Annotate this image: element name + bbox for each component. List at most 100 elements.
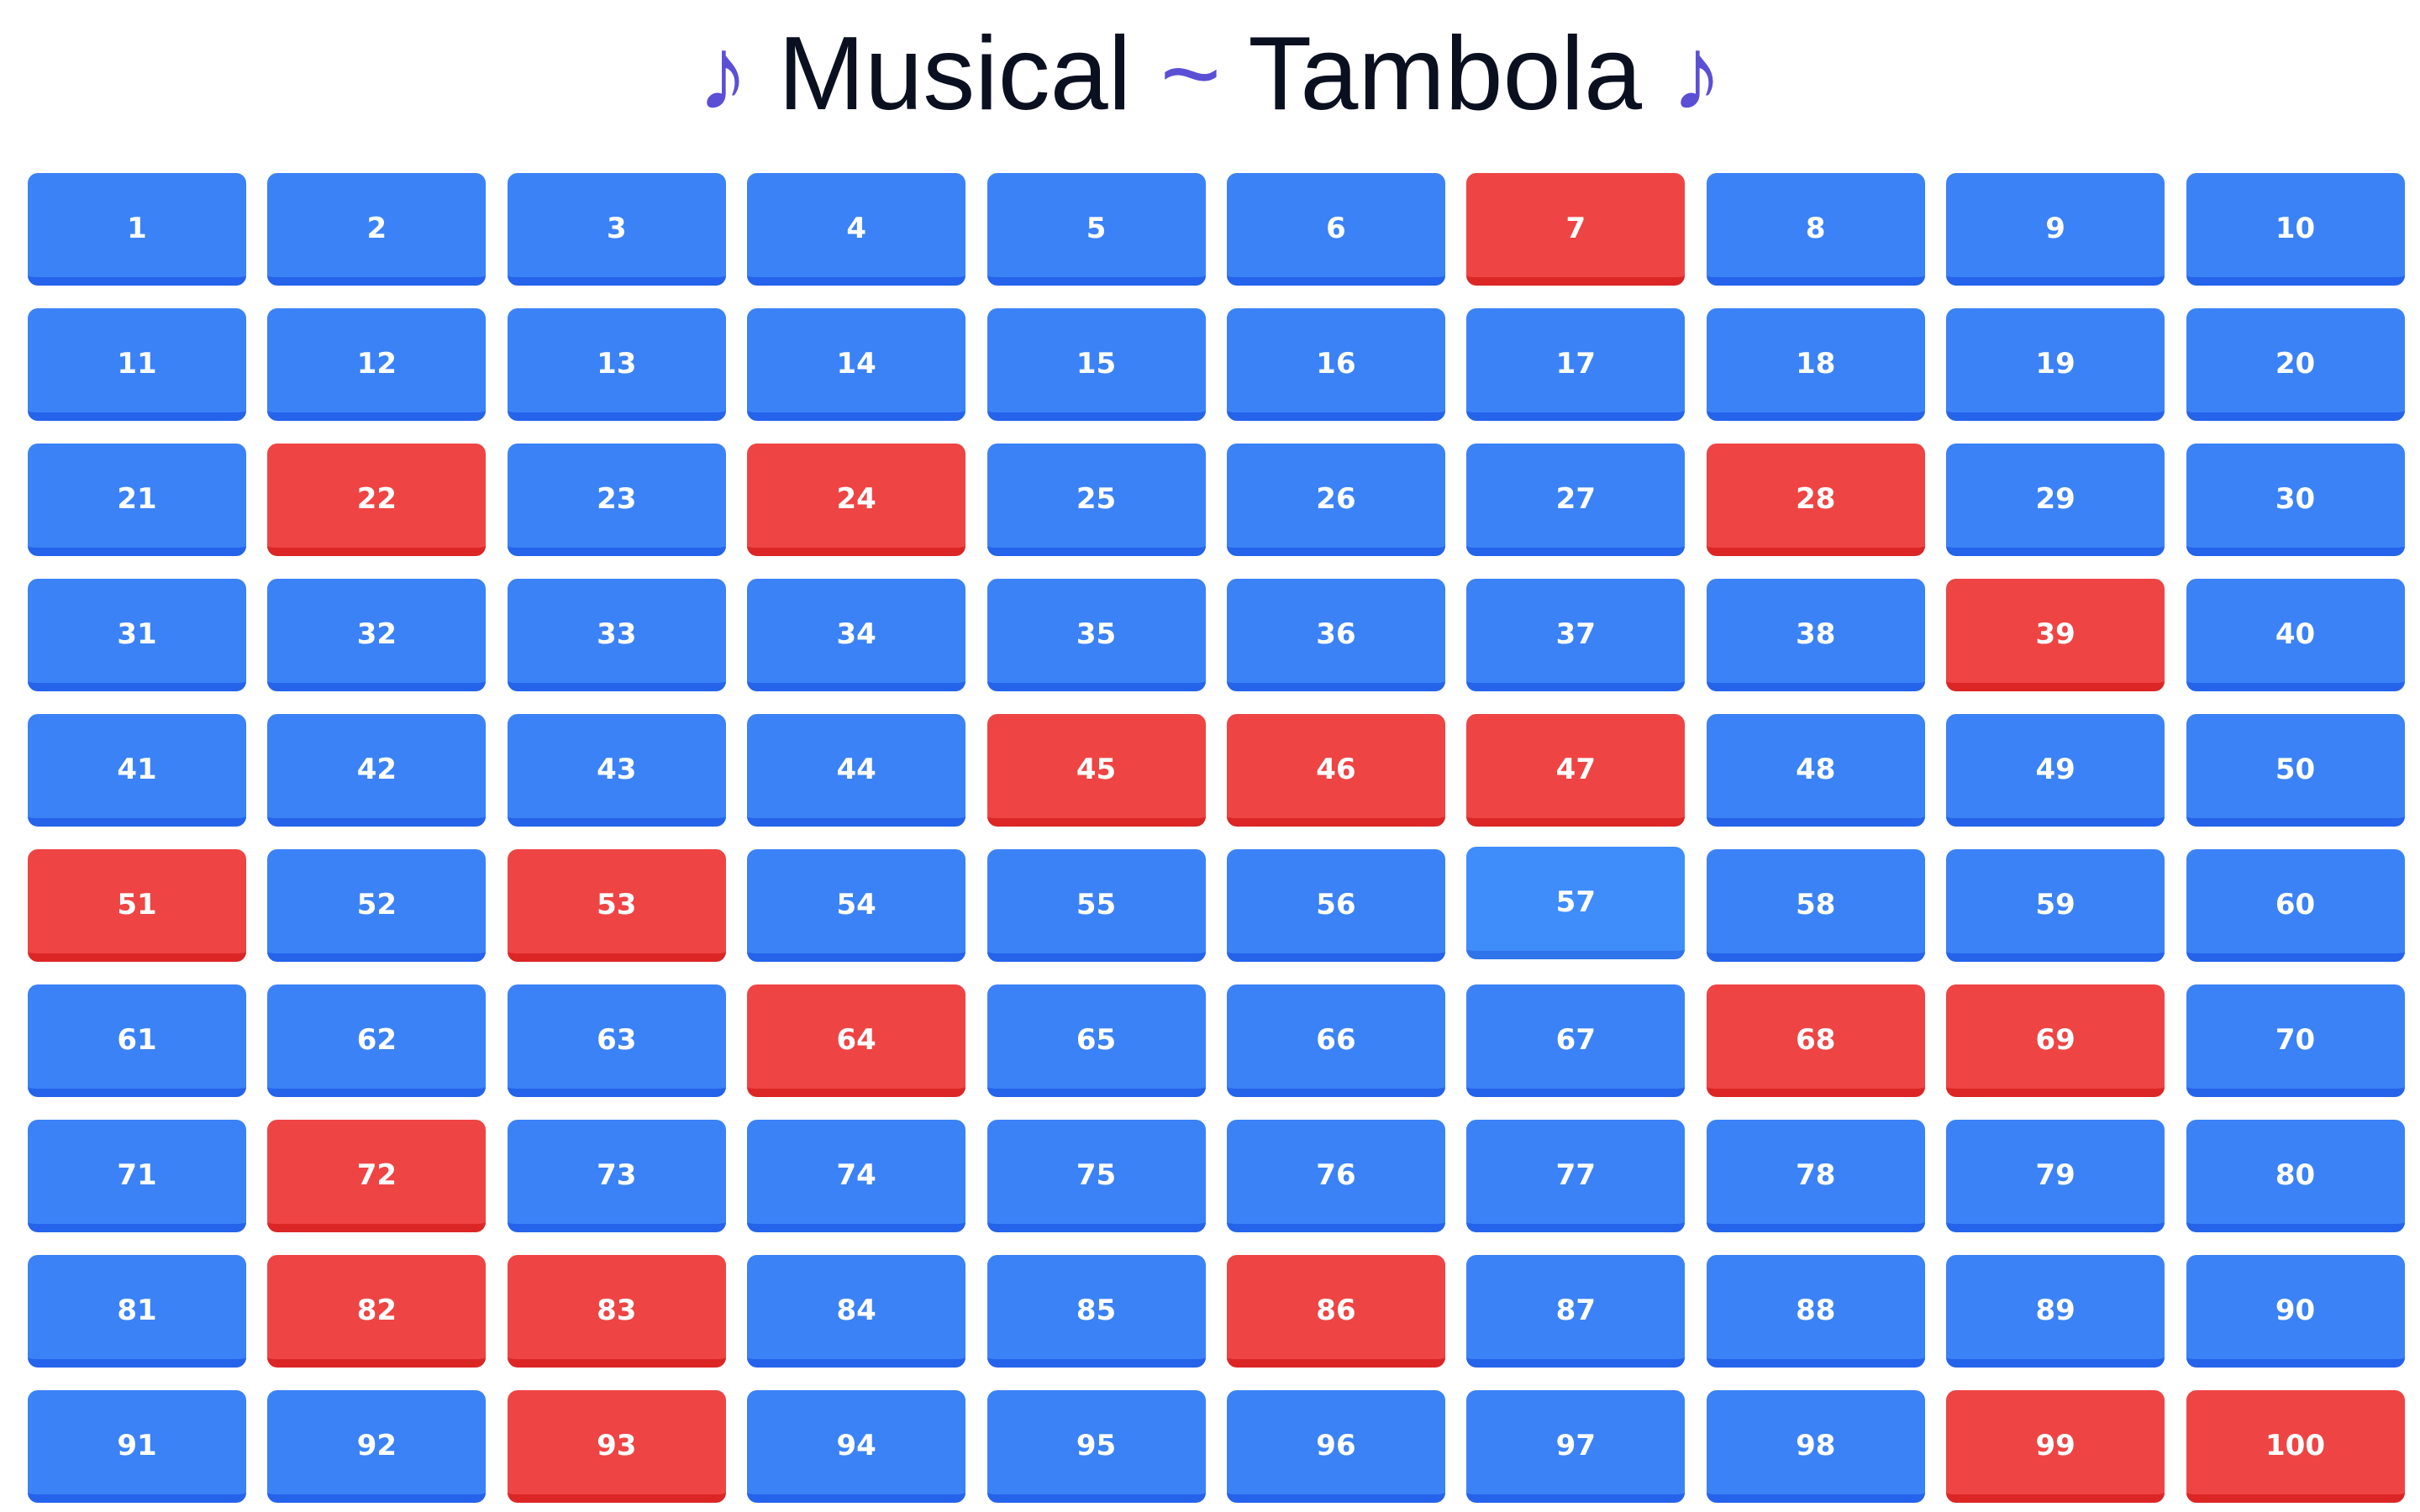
- number-cell-26[interactable]: 26: [1226, 444, 1445, 556]
- number-cell-34[interactable]: 34: [747, 579, 966, 691]
- number-cell-60[interactable]: 60: [2186, 849, 2405, 962]
- number-cell-21[interactable]: 21: [28, 444, 246, 556]
- number-cell-18[interactable]: 18: [1706, 308, 1925, 421]
- number-cell-76[interactable]: 76: [1226, 1120, 1445, 1232]
- number-cell-28[interactable]: 28: [1706, 444, 1925, 556]
- number-cell-56[interactable]: 56: [1226, 849, 1445, 962]
- number-cell-10[interactable]: 10: [2186, 173, 2405, 286]
- number-cell-37[interactable]: 37: [1466, 579, 1686, 691]
- number-cell-32[interactable]: 32: [267, 579, 487, 691]
- number-cell-33[interactable]: 33: [507, 579, 726, 691]
- number-cell-41[interactable]: 41: [28, 714, 246, 827]
- number-cell-2[interactable]: 2: [267, 173, 487, 286]
- number-cell-97[interactable]: 97: [1466, 1390, 1686, 1503]
- number-cell-88[interactable]: 88: [1706, 1255, 1925, 1368]
- number-cell-69[interactable]: 69: [1946, 984, 2165, 1097]
- number-cell-12[interactable]: 12: [267, 308, 487, 421]
- number-cell-66[interactable]: 66: [1226, 984, 1445, 1097]
- number-cell-47[interactable]: 47: [1466, 714, 1686, 827]
- number-cell-6[interactable]: 6: [1226, 173, 1445, 286]
- number-cell-23[interactable]: 23: [507, 444, 726, 556]
- number-cell-4[interactable]: 4: [747, 173, 966, 286]
- number-cell-94[interactable]: 94: [747, 1390, 966, 1503]
- number-cell-87[interactable]: 87: [1466, 1255, 1686, 1368]
- number-cell-96[interactable]: 96: [1226, 1390, 1445, 1503]
- number-cell-42[interactable]: 42: [267, 714, 487, 827]
- number-cell-19[interactable]: 19: [1946, 308, 2165, 421]
- number-cell-99[interactable]: 99: [1946, 1390, 2165, 1503]
- number-cell-86[interactable]: 86: [1226, 1255, 1445, 1368]
- number-cell-3[interactable]: 3: [507, 173, 726, 286]
- number-cell-80[interactable]: 80: [2186, 1120, 2405, 1232]
- number-cell-58[interactable]: 58: [1706, 849, 1925, 962]
- number-cell-93[interactable]: 93: [507, 1390, 726, 1503]
- number-cell-22[interactable]: 22: [267, 444, 487, 556]
- number-cell-77[interactable]: 77: [1466, 1120, 1686, 1232]
- number-cell-17[interactable]: 17: [1466, 308, 1686, 421]
- number-cell-70[interactable]: 70: [2186, 984, 2405, 1097]
- number-cell-79[interactable]: 79: [1946, 1120, 2165, 1232]
- number-cell-15[interactable]: 15: [986, 308, 1206, 421]
- number-cell-14[interactable]: 14: [747, 308, 966, 421]
- number-cell-24[interactable]: 24: [747, 444, 966, 556]
- number-cell-44[interactable]: 44: [747, 714, 966, 827]
- number-cell-64[interactable]: 64: [747, 984, 966, 1097]
- number-cell-89[interactable]: 89: [1946, 1255, 2165, 1368]
- number-cell-54[interactable]: 54: [747, 849, 966, 962]
- number-cell-91[interactable]: 91: [28, 1390, 246, 1503]
- number-cell-9[interactable]: 9: [1946, 173, 2165, 286]
- number-cell-73[interactable]: 73: [507, 1120, 726, 1232]
- number-cell-57[interactable]: 57: [1466, 847, 1686, 959]
- number-cell-65[interactable]: 65: [986, 984, 1206, 1097]
- number-cell-16[interactable]: 16: [1226, 308, 1445, 421]
- number-cell-1[interactable]: 1: [28, 173, 246, 286]
- number-cell-61[interactable]: 61: [28, 984, 246, 1097]
- number-cell-59[interactable]: 59: [1946, 849, 2165, 962]
- number-cell-62[interactable]: 62: [267, 984, 487, 1097]
- number-cell-100[interactable]: 100: [2186, 1390, 2405, 1503]
- number-cell-20[interactable]: 20: [2186, 308, 2405, 421]
- number-cell-82[interactable]: 82: [267, 1255, 487, 1368]
- number-cell-45[interactable]: 45: [986, 714, 1206, 827]
- number-cell-71[interactable]: 71: [28, 1120, 246, 1232]
- number-cell-95[interactable]: 95: [986, 1390, 1206, 1503]
- number-cell-36[interactable]: 36: [1226, 579, 1445, 691]
- number-cell-68[interactable]: 68: [1706, 984, 1925, 1097]
- number-cell-67[interactable]: 67: [1466, 984, 1686, 1097]
- number-cell-55[interactable]: 55: [986, 849, 1206, 962]
- number-cell-8[interactable]: 8: [1706, 173, 1925, 286]
- number-cell-39[interactable]: 39: [1946, 579, 2165, 691]
- number-cell-72[interactable]: 72: [267, 1120, 487, 1232]
- number-cell-63[interactable]: 63: [507, 984, 726, 1097]
- number-cell-50[interactable]: 50: [2186, 714, 2405, 827]
- number-cell-11[interactable]: 11: [28, 308, 246, 421]
- number-cell-92[interactable]: 92: [267, 1390, 487, 1503]
- number-cell-83[interactable]: 83: [507, 1255, 726, 1368]
- number-cell-75[interactable]: 75: [986, 1120, 1206, 1232]
- number-cell-43[interactable]: 43: [507, 714, 726, 827]
- number-cell-98[interactable]: 98: [1706, 1390, 1925, 1503]
- number-cell-78[interactable]: 78: [1706, 1120, 1925, 1232]
- number-cell-30[interactable]: 30: [2186, 444, 2405, 556]
- number-cell-31[interactable]: 31: [28, 579, 246, 691]
- number-cell-35[interactable]: 35: [986, 579, 1206, 691]
- number-cell-5[interactable]: 5: [986, 173, 1206, 286]
- number-cell-52[interactable]: 52: [267, 849, 487, 962]
- number-cell-84[interactable]: 84: [747, 1255, 966, 1368]
- number-cell-74[interactable]: 74: [747, 1120, 966, 1232]
- number-cell-38[interactable]: 38: [1706, 579, 1925, 691]
- number-cell-49[interactable]: 49: [1946, 714, 2165, 827]
- number-cell-7[interactable]: 7: [1466, 173, 1686, 286]
- number-cell-53[interactable]: 53: [507, 849, 726, 962]
- number-cell-85[interactable]: 85: [986, 1255, 1206, 1368]
- number-cell-81[interactable]: 81: [28, 1255, 246, 1368]
- number-cell-48[interactable]: 48: [1706, 714, 1925, 827]
- number-cell-90[interactable]: 90: [2186, 1255, 2405, 1368]
- number-cell-25[interactable]: 25: [986, 444, 1206, 556]
- number-cell-29[interactable]: 29: [1946, 444, 2165, 556]
- number-cell-46[interactable]: 46: [1226, 714, 1445, 827]
- number-cell-40[interactable]: 40: [2186, 579, 2405, 691]
- number-cell-51[interactable]: 51: [28, 849, 246, 962]
- number-cell-13[interactable]: 13: [507, 308, 726, 421]
- number-cell-27[interactable]: 27: [1466, 444, 1686, 556]
